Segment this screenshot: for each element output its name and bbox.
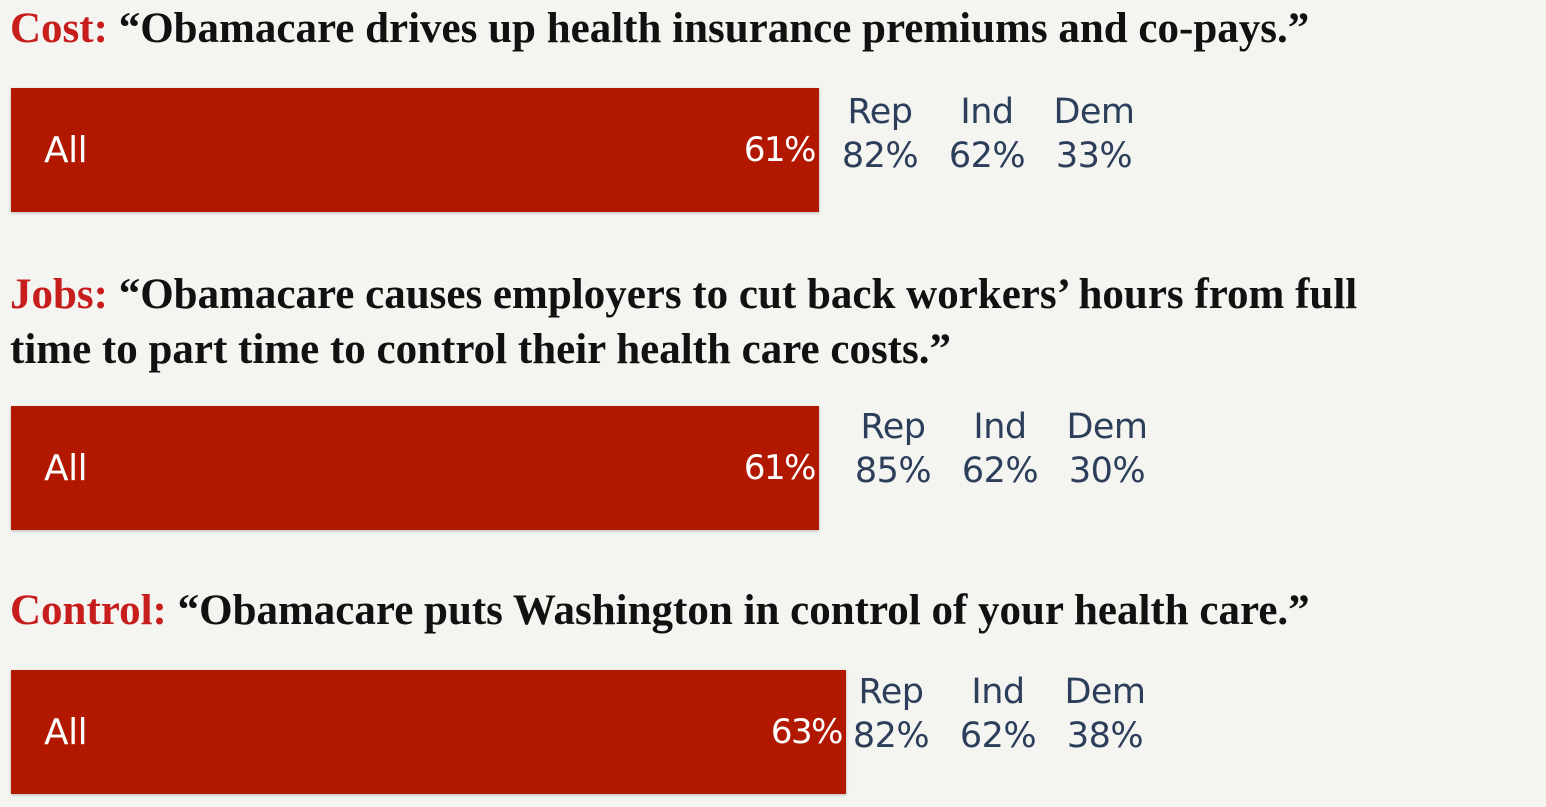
bar-all bbox=[11, 670, 846, 794]
party-column-rep: Rep 85% bbox=[843, 405, 943, 493]
party-column-dem: Dem 38% bbox=[1055, 670, 1155, 758]
bar-value-label: 61% bbox=[743, 130, 817, 170]
party-column-ind: Ind 62% bbox=[937, 90, 1037, 178]
party-value: 82% bbox=[852, 716, 930, 756]
party-label: Dem bbox=[1053, 92, 1135, 132]
bar-category-label: All bbox=[44, 129, 88, 171]
party-column-ind: Ind 62% bbox=[948, 670, 1048, 758]
party-label: Ind bbox=[971, 672, 1025, 712]
statement-text-line2: time to part time to control their healt… bbox=[10, 326, 951, 373]
party-label: Dem bbox=[1066, 407, 1148, 447]
party-value: 82% bbox=[841, 136, 919, 176]
panel-heading-control: Control: “Obamacare puts Washington in c… bbox=[10, 584, 1310, 638]
party-column-rep: Rep 82% bbox=[830, 90, 930, 178]
bar-track: All 61% bbox=[11, 406, 819, 530]
bar-value-label: 61% bbox=[743, 448, 817, 488]
bar-all bbox=[11, 406, 819, 530]
bar-all bbox=[11, 88, 819, 212]
party-value: 62% bbox=[948, 136, 1026, 176]
panel-heading-jobs: Jobs: “Obamacare causes employers to cut… bbox=[10, 268, 1357, 322]
statement-text: “Obamacare drives up health insurance pr… bbox=[118, 5, 1310, 52]
panel-heading-cost: Cost: “Obamacare drives up health insura… bbox=[10, 2, 1309, 56]
party-label: Rep bbox=[858, 672, 925, 712]
party-label: Dem bbox=[1064, 672, 1146, 712]
party-value: 62% bbox=[961, 451, 1039, 491]
party-value: 33% bbox=[1055, 136, 1133, 176]
party-value: 62% bbox=[959, 716, 1037, 756]
panel-heading-jobs-line2: time to part time to control their healt… bbox=[10, 323, 951, 377]
statement-text: “Obamacare puts Washington in control of… bbox=[177, 587, 1310, 634]
bar-category-label: All bbox=[44, 447, 88, 489]
topic-label: Jobs: bbox=[10, 271, 108, 318]
party-value: 85% bbox=[854, 451, 932, 491]
party-column-rep: Rep 82% bbox=[841, 670, 941, 758]
bar-value-label: 63% bbox=[770, 712, 844, 752]
party-label: Ind bbox=[960, 92, 1014, 132]
statement-text: “Obamacare causes employers to cut back … bbox=[118, 271, 1358, 318]
topic-label: Control: bbox=[10, 587, 167, 634]
party-column-ind: Ind 62% bbox=[950, 405, 1050, 493]
party-label: Rep bbox=[847, 92, 914, 132]
bar-category-label: All bbox=[44, 711, 88, 753]
bar-track: All 63% bbox=[11, 670, 846, 794]
topic-label: Cost: bbox=[10, 5, 108, 52]
party-value: 30% bbox=[1068, 451, 1146, 491]
party-label: Rep bbox=[860, 407, 927, 447]
party-label: Ind bbox=[973, 407, 1027, 447]
bar-track: All 61% bbox=[11, 88, 819, 212]
party-value: 38% bbox=[1066, 716, 1144, 756]
party-column-dem: Dem 33% bbox=[1044, 90, 1144, 178]
party-column-dem: Dem 30% bbox=[1057, 405, 1157, 493]
